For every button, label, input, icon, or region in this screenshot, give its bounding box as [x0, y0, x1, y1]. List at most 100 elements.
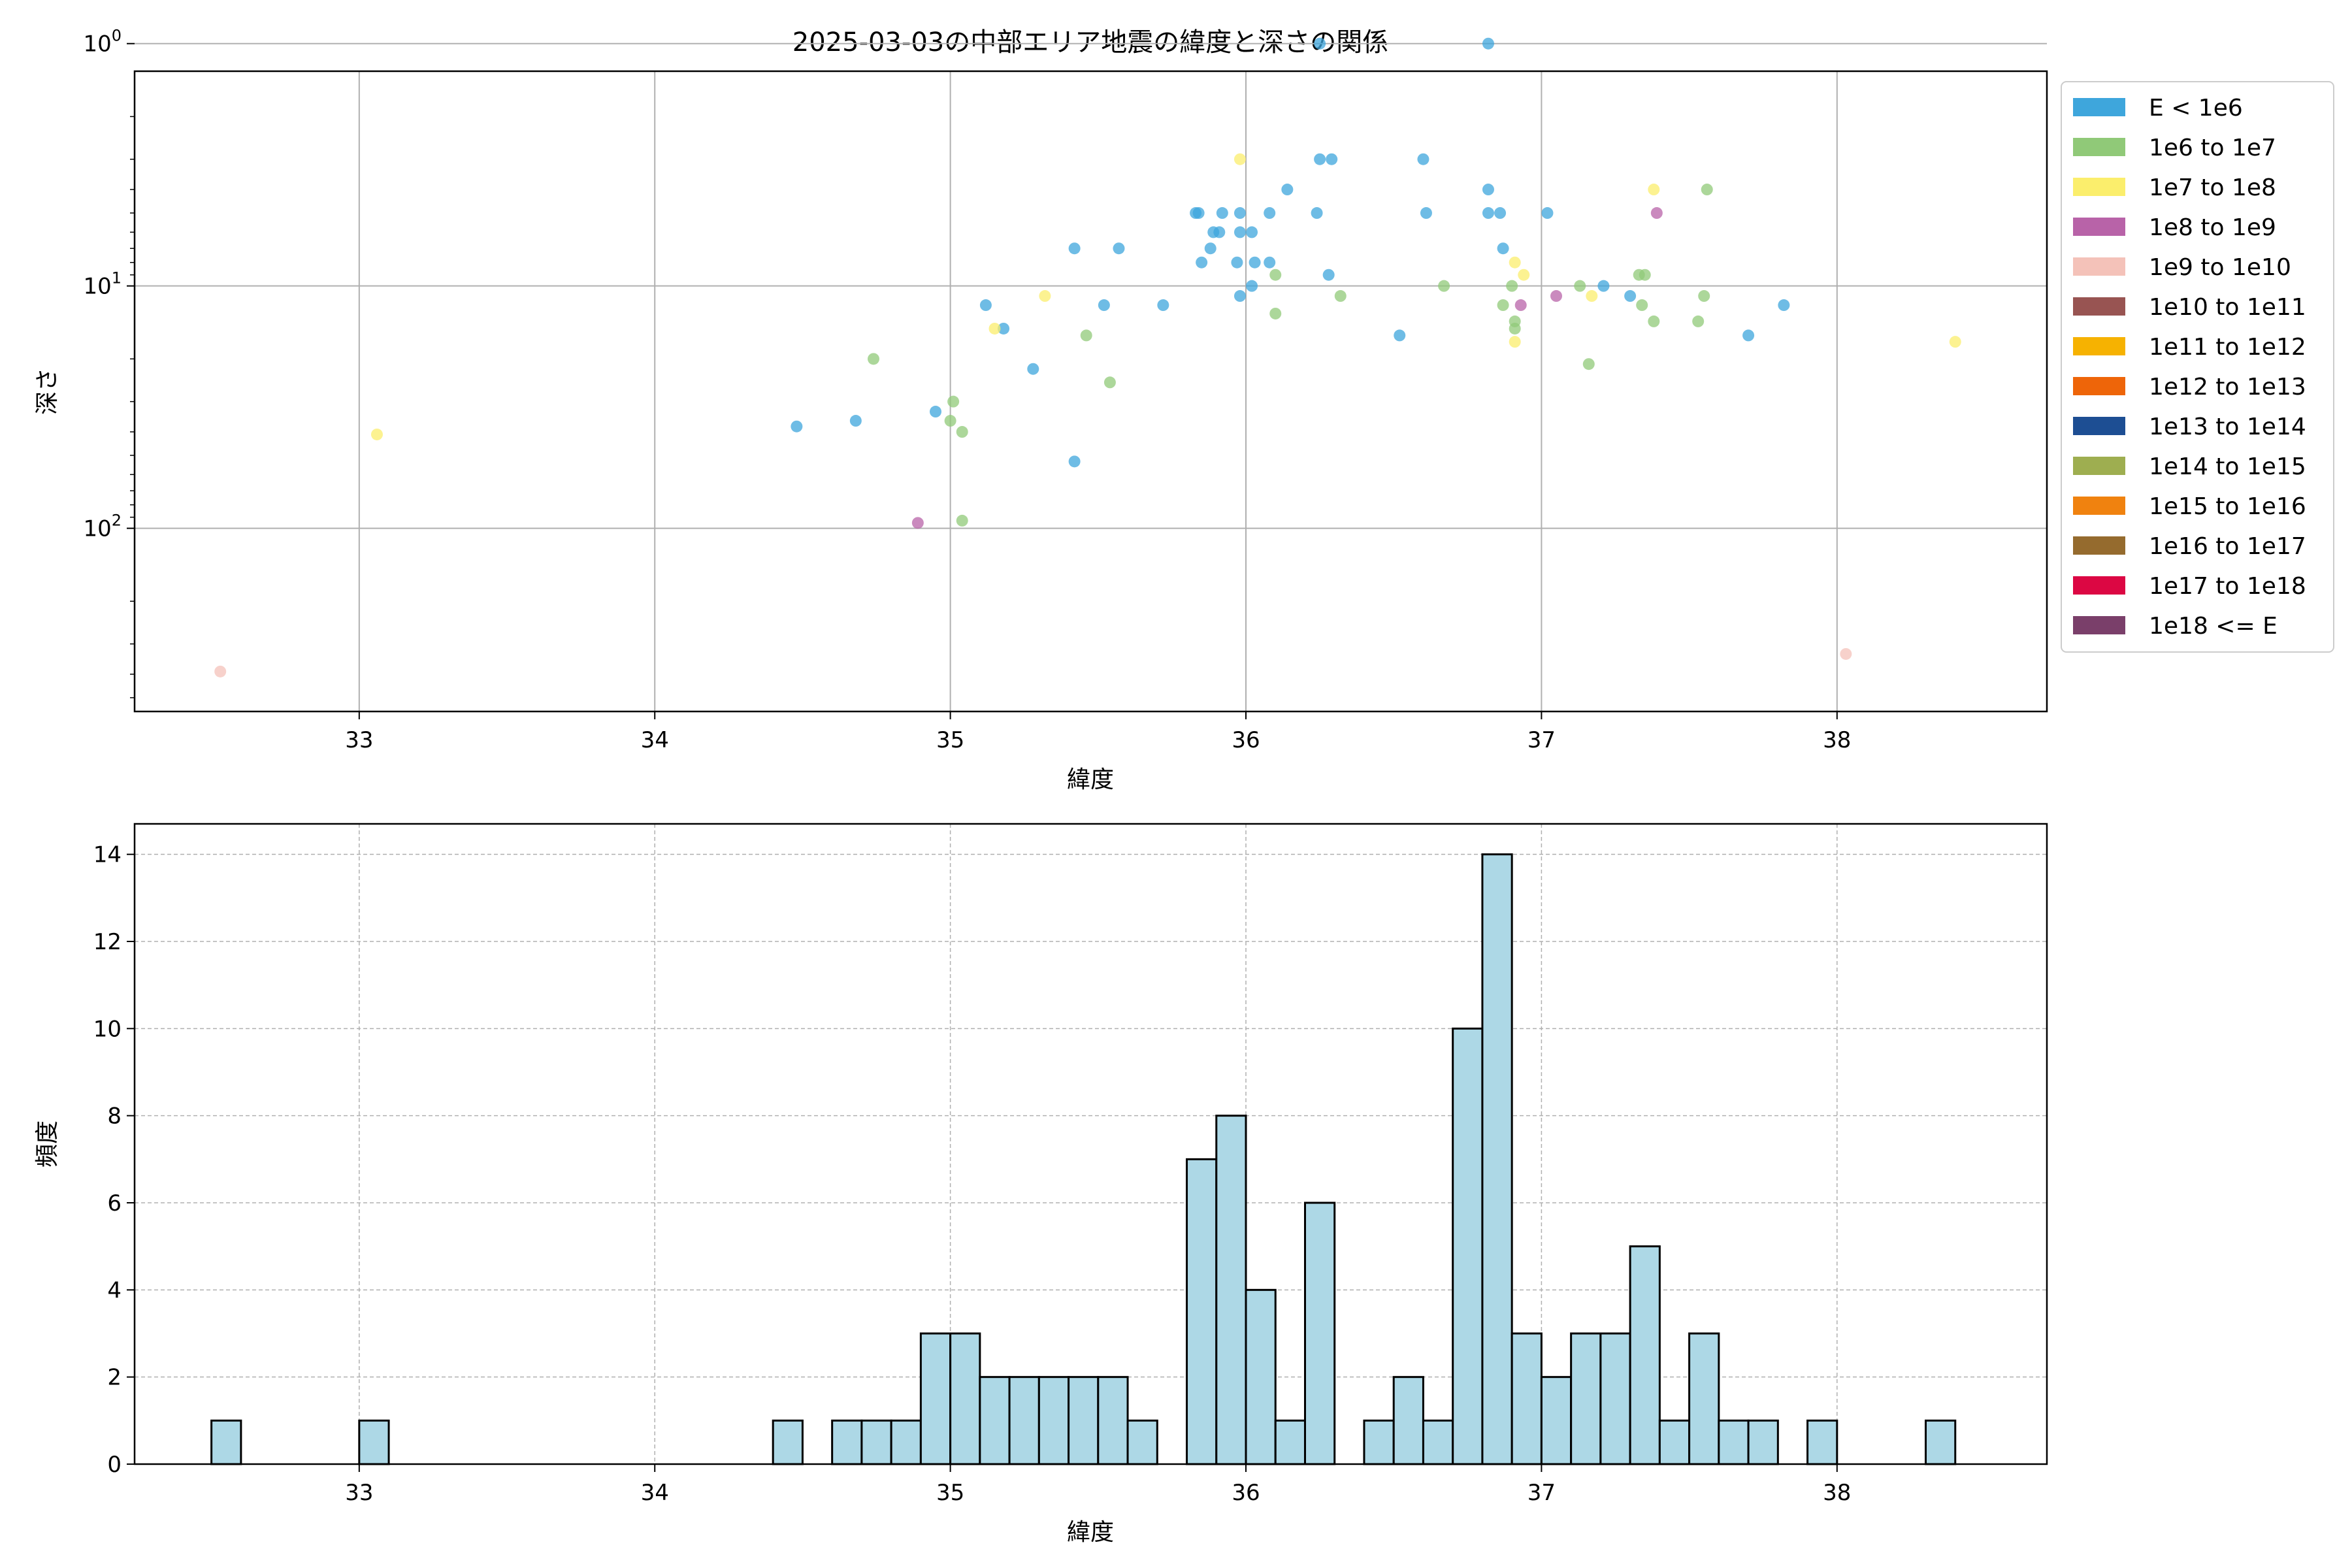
scatter-point	[1281, 184, 1294, 196]
legend-label: 1e17 to 1e18	[2149, 573, 2306, 600]
histogram-bar	[1452, 1027, 1484, 1465]
histogram-y-tick-label: 2	[107, 1365, 122, 1391]
scatter-point	[1509, 336, 1521, 348]
scatter-point	[1103, 376, 1116, 389]
scatter-point	[1701, 184, 1713, 196]
histogram-bar	[1037, 1376, 1070, 1465]
scatter-point	[1650, 207, 1663, 220]
histogram-axes: 33 34 35 36 37 38 0 2 4 6 8 10 12 14	[93, 842, 1852, 1506]
scatter-point	[947, 395, 960, 408]
histogram-bar	[1392, 1376, 1424, 1465]
scatter-point	[1311, 207, 1323, 220]
histogram-bar	[1481, 853, 1513, 1465]
scatter-point	[1550, 290, 1563, 302]
scatter-point	[1509, 256, 1521, 269]
scatter-point	[956, 514, 968, 527]
legend-swatch	[2073, 98, 2125, 116]
scatter-point	[1582, 358, 1595, 370]
scatter-point	[929, 406, 941, 418]
scatter-point	[370, 428, 383, 440]
legend-swatch	[2073, 457, 2125, 475]
scatter-point	[1438, 280, 1450, 292]
histogram-bar	[890, 1419, 922, 1465]
legend-box	[2061, 81, 2334, 653]
scatter-point	[1482, 207, 1494, 220]
legend-label: 1e9 to 1e10	[2149, 254, 2291, 281]
scatter-point	[1648, 184, 1660, 196]
scatter-point	[1269, 307, 1282, 319]
legend-swatch	[2073, 257, 2125, 276]
scatter-point	[1326, 153, 1338, 165]
scatter-point	[1233, 153, 1246, 165]
histogram-x-tick-label: 36	[1232, 1480, 1260, 1506]
histogram-bar	[1186, 1158, 1218, 1465]
histogram-x-tick-label: 33	[345, 1480, 373, 1506]
scatter-y-axis-label: 深さ	[34, 368, 61, 415]
legend-label: E < 1e6	[2149, 95, 2243, 122]
histogram-plot-frame	[133, 823, 2048, 1465]
histogram-bar	[1097, 1376, 1129, 1465]
histogram-bar	[1806, 1419, 1838, 1465]
scatter-x-tick-label: 38	[1823, 727, 1851, 753]
scatter-point	[1027, 363, 1039, 375]
scatter-point	[1157, 299, 1169, 312]
histogram-bar	[1511, 1332, 1543, 1465]
scatter-point	[1334, 290, 1347, 302]
scatter-point	[1636, 299, 1648, 312]
scatter-point	[1482, 184, 1494, 196]
scatter-point	[1394, 329, 1406, 342]
scatter-point	[1264, 207, 1276, 220]
histogram-gridlines	[135, 824, 2047, 1465]
scatter-point	[1586, 290, 1598, 302]
scatter-point	[1574, 280, 1586, 292]
legend-swatch	[2073, 497, 2125, 515]
legend-swatch	[2073, 178, 2125, 196]
scatter-y-tick-label: 102	[83, 512, 122, 542]
scatter-y-tick-label: 100	[83, 27, 122, 57]
scatter-point	[1068, 455, 1081, 468]
histogram-bar	[979, 1376, 1011, 1465]
scatter-point	[1204, 242, 1217, 255]
scatter-point	[1113, 242, 1125, 255]
histogram-bar	[1363, 1419, 1395, 1465]
legend-swatch	[2073, 616, 2125, 634]
histogram-bar	[949, 1332, 981, 1465]
histogram-x-tick-label: 38	[1823, 1480, 1851, 1506]
scatter-point	[1216, 207, 1228, 220]
scatter-point	[998, 322, 1010, 335]
scatter-point	[1420, 207, 1432, 220]
legend-label: 1e6 to 1e7	[2149, 135, 2276, 161]
scatter-point	[1233, 290, 1246, 302]
scatter-point	[1322, 269, 1335, 281]
legend-label: 1e8 to 1e9	[2149, 214, 2276, 241]
histogram-bar	[919, 1332, 952, 1465]
scatter-point	[1497, 242, 1509, 255]
scatter-point	[1518, 269, 1530, 281]
histogram-y-tick-label: 8	[107, 1103, 122, 1130]
legend-swatch	[2073, 377, 2125, 395]
histogram-y-tick-label: 0	[107, 1452, 122, 1478]
scatter-axes: 33 34 35 36 37 38 100 101 102	[83, 27, 1851, 753]
scatter-point	[1482, 37, 1494, 50]
histogram-x-tick-label: 37	[1527, 1480, 1556, 1506]
scatter-point	[988, 322, 1001, 335]
scatter-chart: 33 34 35 36 37 38 100 101 102 緯度 深さ	[34, 27, 2048, 793]
scatter-point	[1233, 207, 1246, 220]
histogram-bar	[1747, 1419, 1779, 1465]
scatter-point	[1080, 329, 1092, 342]
histogram-bar	[1303, 1201, 1336, 1465]
scatter-point	[1514, 299, 1527, 312]
histogram-bar	[1008, 1376, 1040, 1465]
scatter-point	[1039, 290, 1051, 302]
scatter-point	[956, 426, 968, 438]
scatter-x-axis-label: 緯度	[1067, 766, 1114, 793]
scatter-points	[214, 37, 1961, 678]
scatter-point	[1778, 299, 1790, 312]
legend-label: 1e7 to 1e8	[2149, 174, 2276, 201]
histogram-chart: 33 34 35 36 37 38 0 2 4 6 8 10 12 14 緯度 頻度	[34, 823, 2048, 1546]
scatter-point	[1213, 226, 1226, 238]
scatter-point	[1742, 329, 1755, 342]
legend-swatch	[2073, 337, 2125, 355]
scatter-gridlines	[135, 42, 2047, 711]
